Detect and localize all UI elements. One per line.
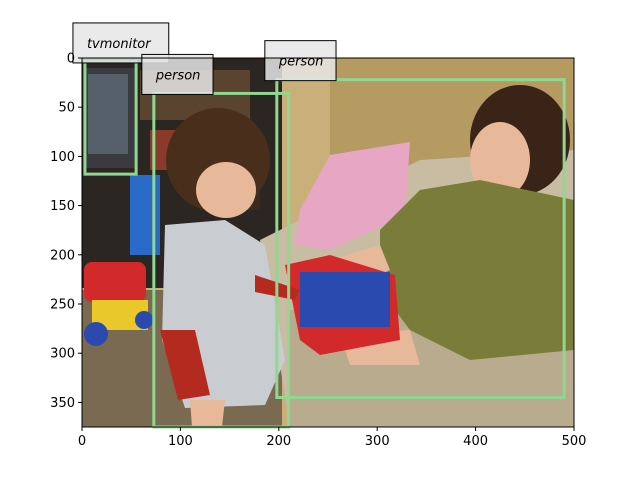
axes-frame: [81, 57, 575, 428]
y-tick-label: 250: [50, 298, 75, 313]
x-tick-label: 400: [463, 434, 488, 449]
x-axis-ticks: 0 100 200 300 400 500: [78, 427, 587, 449]
detection-label-text: person: [155, 68, 201, 83]
y-tick-label: 50: [58, 101, 75, 116]
y-tick-label: 100: [50, 150, 75, 165]
x-tick-label: 200: [266, 434, 291, 449]
y-tick-label: 0: [67, 52, 75, 67]
detection-boxes: tvmonitor person person: [72, 22, 566, 429]
detection-label-box: [141, 53, 214, 95]
y-axis-ticks: 0 50 100 150 200 250 300 350: [50, 52, 82, 411]
y-tick-label: 350: [50, 396, 75, 411]
y-tick-label: 150: [50, 199, 75, 214]
x-tick-label: 100: [168, 434, 193, 449]
x-tick-label: 0: [78, 434, 86, 449]
detection-label-box: [264, 40, 337, 82]
detection-box-person: [275, 78, 566, 399]
y-tick-label: 300: [50, 347, 75, 362]
y-tick-label: 200: [50, 248, 75, 263]
x-tick-label: 500: [562, 434, 587, 449]
photo-image: [82, 58, 574, 427]
detection-label-text: person: [278, 55, 324, 70]
x-tick-label: 300: [365, 434, 390, 449]
detection-label-text: tvmonitor: [87, 37, 152, 52]
